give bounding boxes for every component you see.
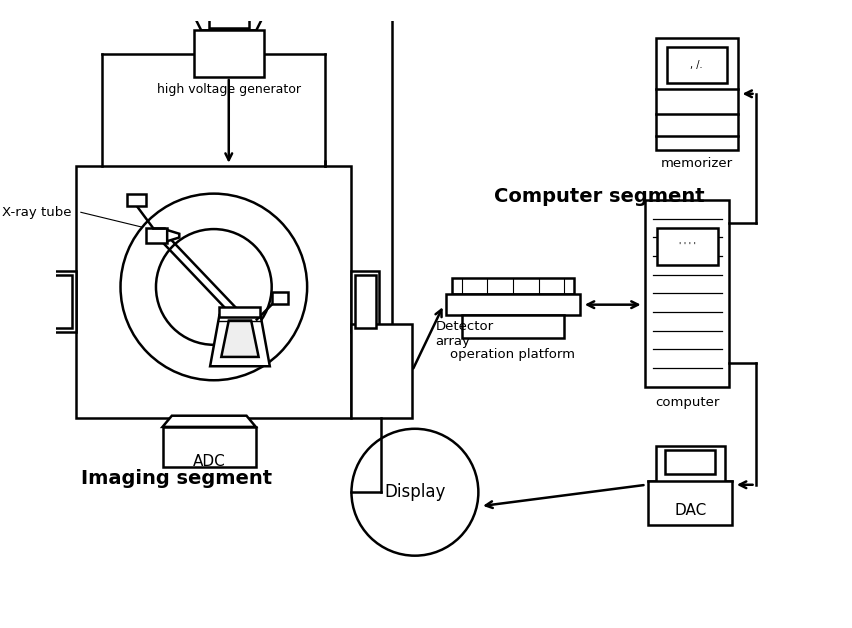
Circle shape: [156, 229, 272, 345]
Text: X-ray tube: X-ray tube: [2, 206, 72, 219]
Polygon shape: [210, 315, 269, 366]
Polygon shape: [146, 228, 167, 243]
Text: ADC: ADC: [193, 454, 225, 469]
Text: computer: computer: [654, 396, 719, 409]
Bar: [351, 271, 379, 332]
Text: Computer segment: Computer segment: [493, 187, 704, 206]
Circle shape: [351, 429, 478, 556]
Bar: [461, 315, 563, 338]
Text: Detector
array: Detector array: [435, 320, 493, 348]
Text: ' ' ' ': ' ' ' ': [678, 242, 695, 251]
Text: operation platform: operation platform: [450, 347, 575, 360]
Text: , /.: , /.: [689, 60, 702, 70]
Polygon shape: [127, 193, 146, 206]
Polygon shape: [163, 416, 256, 427]
Bar: [163, 427, 256, 467]
Bar: [351, 324, 412, 418]
Polygon shape: [167, 230, 179, 241]
Bar: [52, 275, 72, 328]
Bar: [656, 228, 717, 266]
Text: Display: Display: [383, 483, 445, 501]
Bar: [446, 295, 579, 315]
Polygon shape: [272, 291, 288, 304]
Bar: [219, 308, 260, 317]
Polygon shape: [193, 16, 263, 30]
Bar: [354, 275, 375, 328]
Text: Imaging segment: Imaging segment: [81, 469, 272, 488]
Text: high voltage generator: high voltage generator: [157, 83, 301, 95]
Bar: [655, 38, 737, 149]
Circle shape: [120, 193, 307, 380]
Bar: [648, 481, 731, 525]
Polygon shape: [221, 320, 258, 357]
Bar: [49, 271, 76, 332]
Text: / '.: / '.: [683, 457, 695, 467]
Bar: [452, 278, 573, 295]
Bar: [655, 446, 724, 483]
Text: memorizer: memorizer: [660, 157, 732, 170]
Bar: [209, 18, 249, 28]
Text: DAC: DAC: [673, 504, 705, 518]
Bar: [665, 450, 715, 474]
Bar: [666, 47, 726, 83]
Bar: [193, 30, 263, 77]
Bar: [645, 200, 728, 387]
Bar: [76, 166, 351, 418]
